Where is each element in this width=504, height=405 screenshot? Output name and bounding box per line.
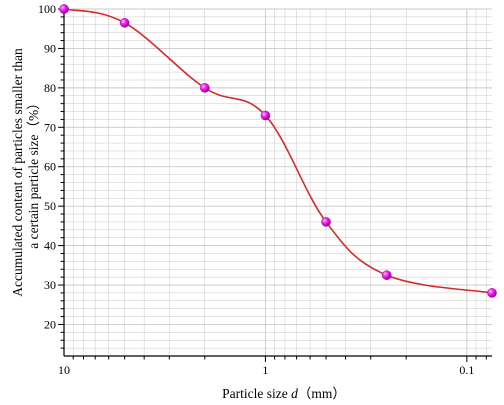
grid (64, 8, 492, 356)
y-tick-label: 100 (38, 2, 56, 16)
data-point (487, 288, 497, 298)
data-point (119, 18, 130, 28)
y-axis-title-line: a certain particle size（%） (26, 96, 41, 249)
data-point (381, 270, 392, 280)
y-tick-label: 20 (44, 317, 56, 331)
y-tick-label: 30 (44, 278, 56, 292)
y-tick-label: 60 (44, 160, 56, 174)
x-axis-title-part: （mm） (298, 386, 346, 401)
y-axis-title-line: Accumulated content of particles smaller… (10, 48, 25, 297)
x-tick-label: 1 (262, 363, 268, 377)
x-axis-title-part: Particle size (222, 386, 291, 401)
y-axis-title: Accumulated content of particles smaller… (10, 48, 41, 297)
y-tick-label: 70 (44, 120, 56, 134)
x-axis-title-part: d (291, 386, 298, 401)
data-point (59, 4, 69, 14)
data-point (260, 110, 271, 121)
data-points (59, 4, 497, 298)
x-tick-label: 0.1 (459, 363, 474, 377)
y-tick-label: 80 (44, 81, 56, 95)
ticks: 10 1 0.1 20 30 40 50 60 70 80 90 100 (38, 2, 487, 377)
y-tick-label: 40 (44, 239, 56, 253)
y-tick-label: 90 (44, 41, 56, 55)
data-point (321, 217, 331, 227)
y-tick-label: 50 (44, 199, 56, 213)
x-tick-label: 10 (58, 363, 70, 377)
x-axis-title: Particle size d（mm） (222, 386, 346, 401)
data-point (199, 83, 210, 93)
